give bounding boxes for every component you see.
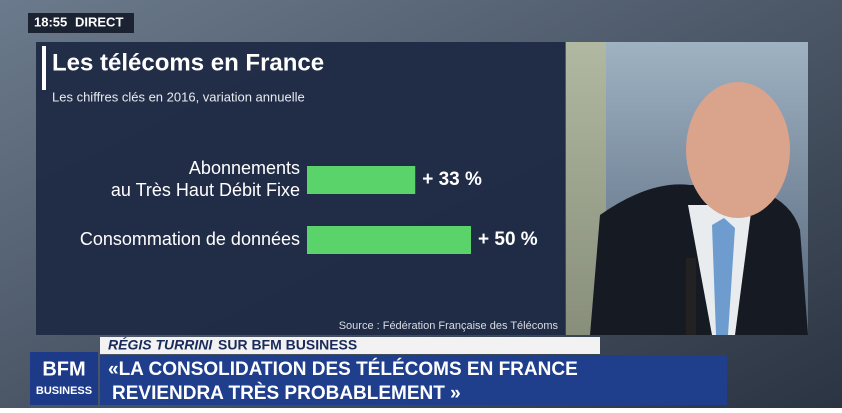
headline-line: «LA CONSOLIDATION DES TÉLÉCOMS EN FRANCE: [108, 358, 578, 380]
channel: SUR BFM BUSINESS: [218, 337, 357, 353]
chart-source: Source : Fédération Française des Téléco…: [339, 320, 559, 332]
chart-panel: [36, 42, 565, 335]
headline-line: REVIENDRA TRÈS PROBABLEMENT »: [112, 382, 461, 404]
title-rule: [42, 46, 46, 90]
chart-title: Les télécoms en France: [52, 49, 324, 76]
clock-box: [28, 13, 134, 33]
category-label: au Très Haut Débit Fixe: [111, 180, 300, 200]
value-label: + 33 %: [422, 169, 482, 190]
logo-box: [30, 352, 98, 405]
category-label: Consommation de données: [80, 229, 300, 249]
clock: 18:55: [34, 14, 67, 29]
name-bar: [100, 337, 600, 354]
microphone: [686, 258, 696, 335]
bar: [307, 226, 471, 254]
guest-name: RÉGIS TURRINI: [108, 337, 213, 353]
tie: [712, 218, 735, 335]
value-label: + 50 %: [478, 229, 538, 250]
chart-subtitle: Les chiffres clés en 2016, variation ann…: [52, 89, 305, 104]
bar: [307, 166, 416, 194]
category-label: Abonnements: [189, 158, 300, 178]
live-tag: DIRECT: [75, 14, 123, 29]
head: [686, 82, 790, 218]
logo-sub: BUSINESS: [36, 385, 92, 397]
headline-bar: [100, 355, 727, 405]
logo-brand: BFM: [42, 358, 85, 380]
